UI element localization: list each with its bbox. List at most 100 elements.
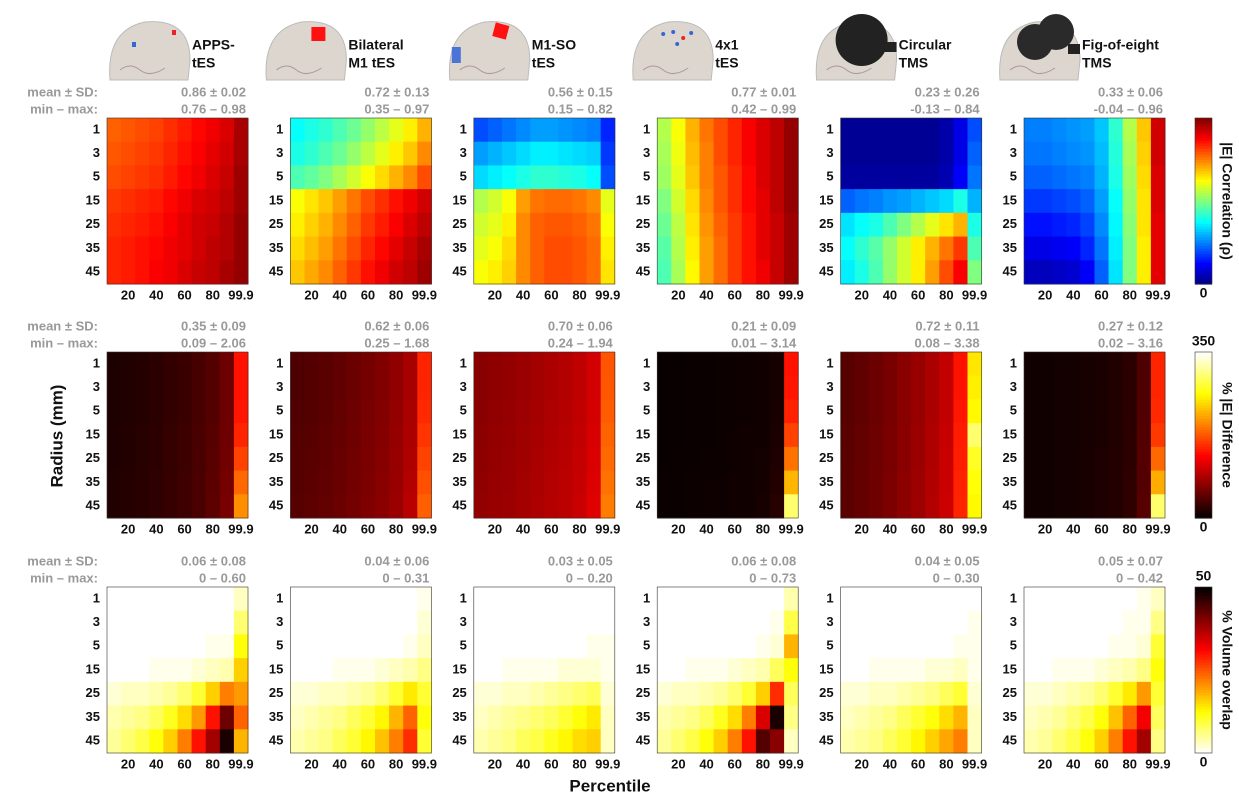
y-tick-label: 15 — [269, 426, 283, 441]
heatmap-cell — [869, 471, 884, 495]
heatmap-cell — [925, 682, 940, 706]
heatmap-cell — [375, 376, 390, 400]
heatmap-cell — [516, 423, 531, 447]
heatmap-cell — [742, 118, 757, 142]
y-tick-label: 45 — [636, 733, 650, 748]
heatmap-cell — [1052, 237, 1067, 261]
heatmap-cell — [601, 447, 616, 471]
y-tick-label: 3 — [276, 145, 283, 160]
heatmap-cell — [1123, 237, 1138, 261]
y-tick-label: 1 — [276, 590, 283, 605]
heatmap-cell — [389, 142, 404, 166]
heatmap-cell — [417, 376, 432, 400]
heatmap-cell — [685, 447, 700, 471]
y-tick-label: 35 — [636, 474, 650, 489]
heatmap-cell — [558, 376, 573, 400]
heatmap-cell — [163, 352, 178, 376]
panel-stat: 0.02 – 3.16 — [1098, 335, 1163, 350]
heatmap-cell — [178, 237, 193, 261]
heatmap-cell — [305, 706, 320, 730]
heatmap-cell — [855, 399, 870, 423]
heatmap-cell — [333, 706, 348, 730]
heatmap-cell — [474, 447, 489, 471]
heatmap-cell — [558, 352, 573, 376]
heatmap-cell — [657, 142, 672, 166]
y-tick-label: 25 — [819, 685, 833, 700]
x-tick-label: 40 — [699, 756, 713, 771]
y-tick-label: 35 — [1003, 474, 1017, 489]
heatmap-cell — [587, 471, 602, 495]
colorbar-tick-label: 0 — [1200, 285, 1208, 301]
heatmap-cell — [121, 189, 136, 213]
heatmap-cell — [474, 423, 489, 447]
heatmap-cell — [375, 423, 390, 447]
y-tick-label: 5 — [1010, 169, 1017, 184]
heatmap-cell — [671, 729, 686, 753]
y-tick-label: 3 — [643, 379, 650, 394]
heatmap-cell — [1024, 611, 1039, 635]
heatmap-cell — [1095, 634, 1110, 658]
heatmap-cell — [178, 376, 193, 400]
heatmap-cell — [728, 706, 743, 730]
heatmap-cell — [544, 260, 559, 284]
heatmap-cell — [1109, 376, 1124, 400]
column-title: M1 tES — [348, 55, 395, 71]
heatmap-cell — [488, 587, 503, 611]
heatmap-cell — [573, 118, 588, 142]
heatmap-cell — [558, 260, 573, 284]
heatmap-cell — [601, 611, 616, 635]
colorbar-tick-label: 350 — [1192, 333, 1216, 349]
heatmap-cell — [911, 494, 926, 518]
heatmap-cell — [573, 658, 588, 682]
heatmap-cell — [234, 213, 249, 237]
heatmap-cell — [1123, 611, 1138, 635]
heatmap-cell — [911, 658, 926, 682]
heatmap-cell — [1080, 260, 1095, 284]
heatmap-cell — [1066, 165, 1081, 189]
heatmap-cell — [192, 682, 207, 706]
heatmap-cell — [968, 260, 983, 284]
heatmap-cell — [601, 376, 616, 400]
heatmap-cell — [290, 611, 305, 635]
panel-stat: 0.35 – 0.97 — [364, 101, 429, 116]
heatmap-cell — [855, 682, 870, 706]
x-tick-label: 40 — [516, 756, 530, 771]
heatmap-cell — [375, 658, 390, 682]
heatmap-cell — [558, 471, 573, 495]
y-tick-label: 5 — [643, 638, 650, 653]
heatmap-cell — [911, 729, 926, 753]
heatmap-cell — [347, 611, 362, 635]
heatmap-cell — [1038, 237, 1053, 261]
head-icon — [266, 22, 346, 80]
heatmap-cell — [1080, 189, 1095, 213]
x-tick-label: 80 — [572, 287, 586, 302]
heatmap-cell — [770, 729, 785, 753]
y-tick-label: 3 — [826, 379, 833, 394]
heatmap-cell — [869, 423, 884, 447]
heatmap-cell — [784, 634, 799, 658]
heatmap-cell — [1095, 352, 1110, 376]
head-icon — [816, 14, 896, 80]
heatmap-cell — [163, 611, 178, 635]
y-tick-label: 15 — [1003, 661, 1017, 676]
heatmap-cell — [558, 611, 573, 635]
heatmap-cell — [587, 447, 602, 471]
x-tick-label: 60 — [177, 287, 191, 302]
heatmap-cell — [347, 399, 362, 423]
x-tick-label: 99.9 — [778, 756, 803, 771]
heatmap-cell — [163, 399, 178, 423]
heatmap-cell — [939, 423, 954, 447]
heatmap-cell — [657, 165, 672, 189]
heatmap-cell — [488, 471, 503, 495]
heatmap-cell — [657, 471, 672, 495]
y-tick-label: 35 — [269, 709, 283, 724]
heatmap-cell — [1151, 118, 1166, 142]
heatmap-cell — [925, 471, 940, 495]
heatmap-cell — [206, 213, 221, 237]
heatmap-cell — [502, 118, 517, 142]
heatmap-cell — [290, 729, 305, 753]
heatmap-cell — [135, 611, 150, 635]
heatmap-cell — [1137, 611, 1152, 635]
heatmap-cell — [925, 376, 940, 400]
heatmap-cell — [925, 118, 940, 142]
